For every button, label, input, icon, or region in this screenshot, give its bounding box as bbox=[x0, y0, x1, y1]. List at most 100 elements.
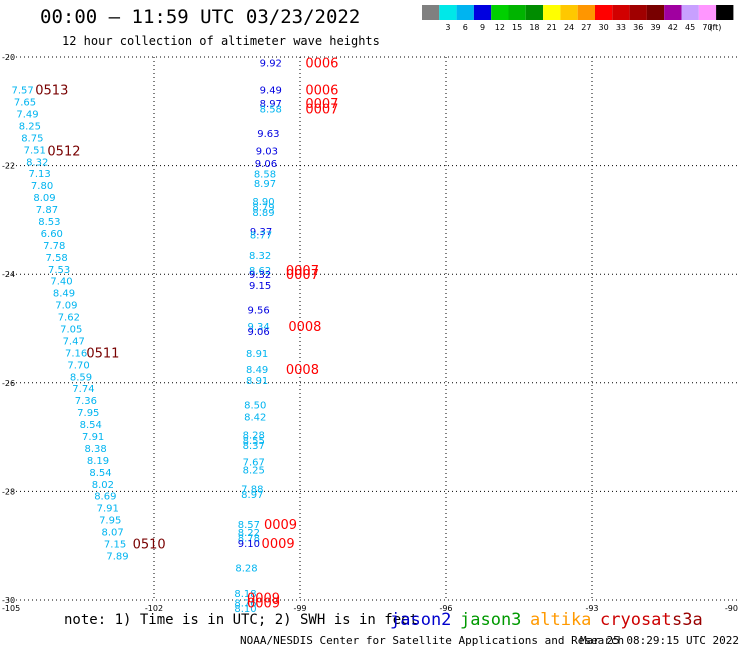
satellite-legend-item: cryosat bbox=[600, 610, 672, 630]
wave-height-value: 7.80 bbox=[31, 181, 53, 192]
chart-subtitle: 12 hour collection of altimeter wave hei… bbox=[62, 34, 380, 48]
y-tick-label: -28 bbox=[2, 487, 15, 496]
track-time-label: 0513 bbox=[35, 84, 68, 99]
track-time-label: 0007 bbox=[286, 264, 319, 279]
wave-height-value: 9.92 bbox=[260, 58, 282, 69]
color-swatch bbox=[577, 5, 595, 20]
color-scale-label: 36 bbox=[633, 23, 643, 32]
x-tick-label: -105 bbox=[2, 604, 20, 613]
track-time-label: 0007 bbox=[286, 268, 319, 283]
wave-height-value: 8.62 bbox=[249, 266, 271, 277]
color-scale-label: 15 bbox=[512, 23, 522, 32]
wave-height-value: 9.37 bbox=[250, 227, 272, 238]
wave-height-value: 9.32 bbox=[249, 270, 271, 281]
wave-height-value: 8.53 bbox=[38, 217, 60, 228]
satellite-legend-item: altika bbox=[530, 610, 592, 630]
wave-height-value: 7.16 bbox=[65, 348, 87, 359]
wave-height-value: 8.02 bbox=[92, 480, 114, 491]
wave-height-value: 7.65 bbox=[14, 98, 36, 109]
track-time-label: 0009 bbox=[247, 597, 280, 612]
wave-height-value: 8.38 bbox=[84, 444, 106, 455]
track-time-label: 0006 bbox=[305, 56, 338, 71]
x-tick-label: -96 bbox=[439, 604, 452, 613]
wave-height-value: 7.78 bbox=[43, 241, 65, 252]
wave-height-value: 7.09 bbox=[55, 301, 77, 312]
wave-height-value: 7.95 bbox=[99, 516, 121, 527]
y-tick-label: -22 bbox=[2, 162, 15, 171]
wave-height-value: 8.97 bbox=[254, 179, 276, 190]
wave-height-value: 7.70 bbox=[67, 360, 89, 371]
wave-height-value: 8.91 bbox=[246, 349, 268, 360]
wave-height-value: 8.49 bbox=[246, 365, 268, 376]
color-swatch bbox=[422, 5, 440, 20]
wave-height-value: 7.51 bbox=[24, 145, 46, 156]
track-time-label: 0009 bbox=[247, 591, 280, 606]
x-tick-label: -99 bbox=[293, 604, 306, 613]
wave-height-value: 7.13 bbox=[29, 169, 51, 180]
wave-height-value: 9.34 bbox=[248, 322, 270, 333]
wave-height-value: 8.97 bbox=[260, 99, 282, 110]
color-swatch bbox=[681, 5, 699, 20]
wave-height-value: 9.06 bbox=[248, 327, 270, 338]
footer-note: note: 1) Time is in UTC; 2) SWH is in fe… bbox=[64, 612, 419, 628]
track-time-label: 0007 bbox=[305, 97, 338, 112]
wave-height-value: 8.19 bbox=[87, 456, 109, 467]
wave-height-value: 8.75 bbox=[21, 133, 43, 144]
color-swatch bbox=[646, 5, 665, 20]
grid-lines bbox=[8, 56, 738, 601]
color-swatch bbox=[612, 5, 630, 20]
wave-height-value: 7.91 bbox=[82, 432, 104, 443]
wave-height-value: 8.76 bbox=[234, 599, 256, 610]
color-swatch bbox=[543, 5, 561, 20]
wave-height-value: 7.88 bbox=[241, 485, 263, 496]
satellite-legend-item: s3a bbox=[672, 610, 703, 630]
color-scale-label: 3 bbox=[445, 23, 450, 32]
track-time-label: 0007 bbox=[305, 103, 338, 118]
wave-height-value: 7.47 bbox=[63, 336, 85, 347]
wave-height-value: 8.49 bbox=[53, 289, 75, 300]
color-swatch bbox=[525, 5, 544, 20]
wave-height-value: 8.10 bbox=[234, 604, 256, 615]
wave-height-value: 7.53 bbox=[48, 265, 70, 276]
wave-height-value: 9.10 bbox=[238, 539, 260, 550]
color-scale-label: 33 bbox=[616, 23, 626, 32]
wave-height-value: 8.50 bbox=[244, 401, 266, 412]
color-scale-label: 12 bbox=[495, 23, 505, 32]
wave-height-value: 9.56 bbox=[248, 305, 270, 316]
wave-height-value: 7.57 bbox=[11, 86, 33, 97]
color-scale-label: 27 bbox=[581, 23, 591, 32]
wave-height-value: 7.89 bbox=[106, 551, 128, 562]
wave-height-value: 7.95 bbox=[77, 408, 99, 419]
wave-height-value: 7.74 bbox=[72, 384, 94, 395]
wave-height-value: 9.63 bbox=[257, 129, 279, 140]
wave-height-value: 6.60 bbox=[41, 229, 63, 240]
wave-height-value: 9.03 bbox=[256, 146, 278, 157]
wave-height-value: 8.77 bbox=[250, 231, 272, 242]
color-scale-label: 6 bbox=[463, 23, 468, 32]
wave-height-value: 8.32 bbox=[26, 157, 48, 168]
color-scale-label: 21 bbox=[547, 23, 557, 32]
y-tick-label: -30 bbox=[2, 596, 15, 605]
color-swatch bbox=[595, 5, 613, 20]
color-swatch bbox=[629, 5, 647, 20]
wave-height-value: 8.09 bbox=[33, 193, 55, 204]
color-swatch bbox=[456, 5, 474, 20]
y-tick-label: -20 bbox=[2, 53, 15, 62]
track-annotations: 0513051205110510000600060007000700070007… bbox=[35, 56, 338, 611]
wave-height-value: 8.28 bbox=[243, 430, 265, 441]
color-swatch bbox=[439, 5, 457, 20]
wave-height-value: 8.28 bbox=[235, 563, 257, 574]
wave-height-value: 8.32 bbox=[249, 251, 271, 262]
color-scale-label: 42 bbox=[668, 23, 678, 32]
color-scale-legend: 3 6 9 12 15 18 21 24 27 30 33 36 39 42 45 70(ft) bbox=[422, 5, 734, 32]
wave-height-value: 8.25 bbox=[243, 466, 265, 477]
wave-height-value: 7.15 bbox=[104, 540, 126, 551]
wave-height-value: 7.49 bbox=[16, 109, 38, 120]
data-points: 7.577.657.498.258.757.518.327.137.808.09… bbox=[11, 58, 281, 615]
wave-height-value: 8.42 bbox=[244, 412, 266, 423]
wave-height-value: 8.57 bbox=[238, 520, 260, 531]
chart-title: 00:00 — 11:59 UTC 03/23/2022 bbox=[40, 6, 361, 28]
wave-height-value: 7.05 bbox=[60, 325, 82, 336]
wave-height-value: 8.58 bbox=[260, 105, 282, 116]
track-time-label: 0009 bbox=[264, 518, 297, 533]
